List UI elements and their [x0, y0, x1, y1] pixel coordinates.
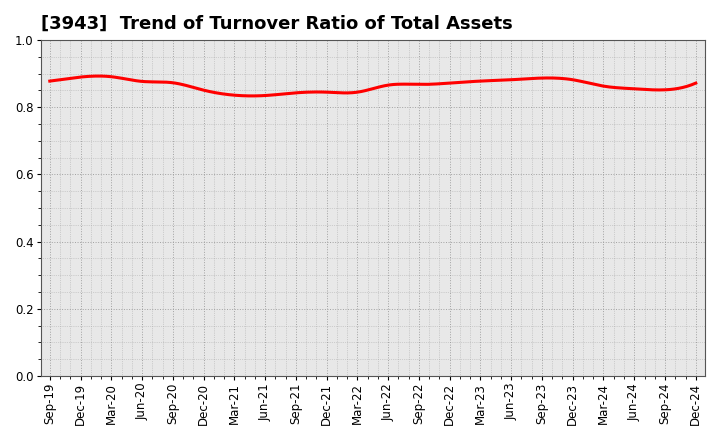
Text: [3943]  Trend of Turnover Ratio of Total Assets: [3943] Trend of Turnover Ratio of Total … [40, 15, 513, 33]
